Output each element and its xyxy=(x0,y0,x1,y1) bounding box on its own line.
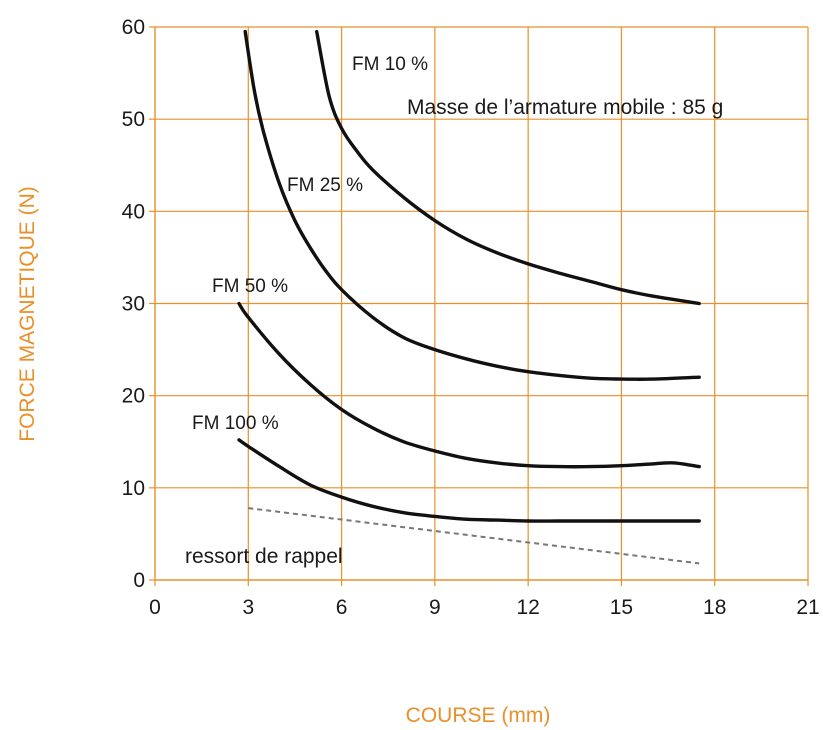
fm-100-label: FM 100 % xyxy=(192,413,279,434)
y-tick-label: 40 xyxy=(122,200,145,223)
series-labels: FM 10 % Masse de l’armature mobile : 85 g… xyxy=(185,54,723,568)
fm-50-curve xyxy=(237,301,701,469)
y-tick-label: 50 xyxy=(122,108,145,131)
spring-label: ressort de rappel xyxy=(185,545,343,568)
fm-25-curve xyxy=(243,29,701,381)
fm-10-label: FM 10 % xyxy=(352,54,428,75)
series-layer xyxy=(237,29,701,523)
spring-line xyxy=(248,507,700,565)
spring-line-layer xyxy=(248,507,700,565)
y-tick-label: 20 xyxy=(122,385,145,408)
x-tick-label: 18 xyxy=(703,596,726,619)
x-tick-label: 0 xyxy=(149,596,161,619)
x-tick-label: 21 xyxy=(796,596,819,619)
axes xyxy=(149,26,809,586)
y-axis-title: FORCE MAGNETIQUE (N) xyxy=(16,186,39,442)
x-tick-label: 9 xyxy=(429,596,441,619)
tick-labels: 0 3 6 9 12 15 18 21 0 10 20 30 40 50 60 xyxy=(122,16,820,619)
x-tick-label: 15 xyxy=(610,596,633,619)
y-tick-label: 30 xyxy=(122,293,145,316)
x-tick-label: 12 xyxy=(516,596,539,619)
x-tick-label: 6 xyxy=(336,596,348,619)
fm-50-label: FM 50 % xyxy=(212,276,288,297)
x-axis-title: COURSE (mm) xyxy=(406,704,551,727)
fm-100-curve xyxy=(237,438,701,523)
armature-mass-note: Masse de l’armature mobile : 85 g xyxy=(407,96,723,119)
x-tick-label: 3 xyxy=(242,596,254,619)
y-tick-label: 10 xyxy=(122,477,145,500)
y-tick-label: 60 xyxy=(122,16,145,39)
fm-25-label: FM 25 % xyxy=(287,175,363,196)
y-tick-label: 0 xyxy=(133,569,145,592)
fm-10-curve xyxy=(315,29,701,306)
